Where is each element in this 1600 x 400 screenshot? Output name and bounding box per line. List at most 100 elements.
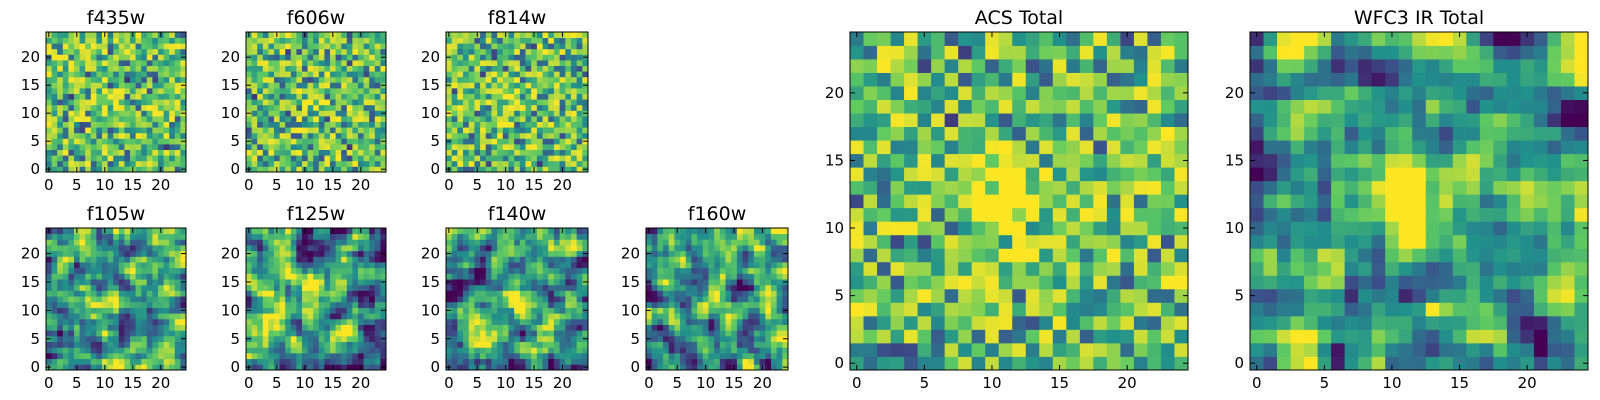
heatmap-cell: [531, 290, 538, 297]
heatmap-cell: [302, 88, 308, 94]
heatmap-cell: [753, 273, 760, 280]
heatmap-cell: [708, 324, 715, 331]
heatmap-cell: [380, 37, 387, 44]
heatmap-cell: [570, 88, 578, 94]
y-tick-label: 5: [230, 132, 240, 150]
heatmap-cell: [1106, 356, 1121, 371]
heatmap-cell: [74, 239, 80, 246]
heatmap-cell: [57, 32, 64, 38]
heatmap-cell: [548, 166, 555, 173]
heatmap-cell: [542, 104, 549, 111]
heatmap-cell: [519, 121, 526, 128]
heatmap-cell: [46, 296, 52, 303]
heatmap-cell: [163, 341, 170, 348]
heatmap-cell: [163, 313, 170, 320]
heatmap-cell: [542, 48, 549, 55]
heatmap-cell: [536, 93, 543, 100]
heatmap-cell: [68, 228, 75, 235]
heatmap-cell: [335, 296, 342, 303]
heatmap-cell: [352, 71, 359, 78]
heatmap-cell: [257, 341, 264, 348]
heatmap-cell: [576, 364, 583, 371]
heatmap-cell: [296, 313, 303, 320]
heatmap-cell: [651, 347, 658, 354]
heatmap-cell: [719, 228, 726, 235]
heatmap-cell: [971, 356, 986, 371]
heatmap-cell: [782, 318, 789, 325]
heatmap-cell: [285, 358, 292, 365]
heatmap-cell: [46, 104, 52, 111]
heatmap-cell: [457, 99, 464, 106]
heatmap-cell: [474, 43, 481, 50]
heatmap-cell: [782, 233, 789, 240]
heatmap-cell: [346, 279, 353, 286]
heatmap-cell: [346, 324, 353, 331]
heatmap-cell: [296, 82, 303, 89]
heatmap-cell: [74, 132, 80, 139]
heatmap-cell: [468, 233, 475, 240]
heatmap-cell: [736, 233, 743, 240]
heatmap-cell: [74, 341, 80, 348]
heatmap-cell: [508, 82, 515, 89]
heatmap-cell: [102, 144, 108, 150]
heatmap-cell: [374, 341, 381, 348]
heatmap-cell: [708, 262, 715, 269]
heatmap-cell: [79, 54, 86, 61]
heatmap-cell: [363, 228, 370, 235]
heatmap-cell: [51, 138, 58, 145]
heatmap-cell: [257, 160, 264, 167]
heatmap-cell: [79, 262, 86, 269]
heatmap-cell: [358, 155, 364, 162]
heatmap-cell: [251, 76, 258, 83]
heatmap-cell: [152, 262, 159, 269]
heatmap-cell: [141, 245, 148, 252]
heatmap-cell: [307, 239, 314, 246]
heatmap-cell: [559, 284, 566, 291]
heatmap-cell: [85, 233, 92, 240]
heatmap-cell: [262, 228, 269, 235]
heatmap-cell: [514, 166, 521, 173]
heatmap-cell: [369, 335, 376, 342]
heatmap-cell: [363, 267, 370, 274]
heatmap-cell: [246, 330, 252, 337]
heatmap-cell: [485, 76, 492, 83]
heatmap-cell: [553, 155, 560, 162]
heatmap-cell: [674, 239, 681, 246]
heatmap-cell: [313, 144, 320, 150]
heatmap-cell: [135, 104, 142, 111]
heatmap-cell: [130, 239, 136, 246]
heatmap-cell: [313, 352, 320, 360]
heatmap-cell: [102, 138, 108, 145]
heatmap-cell: [525, 110, 532, 117]
heatmap-cell: [90, 116, 97, 122]
heatmap-cell: [285, 82, 292, 89]
heatmap-cell: [474, 347, 481, 354]
heatmap-cell: [279, 296, 286, 303]
heatmap-cell: [904, 275, 918, 290]
heatmap-cell: [890, 315, 905, 330]
heatmap-cell: [330, 48, 336, 55]
heatmap-cell: [346, 93, 353, 100]
heatmap-cell: [491, 43, 498, 50]
heatmap-cell: [268, 155, 275, 162]
heatmap-cell: [124, 279, 131, 286]
heatmap-cell: [502, 48, 509, 55]
heatmap-cell: [646, 296, 653, 303]
heatmap-cell: [685, 290, 692, 297]
heatmap-cell: [457, 364, 464, 371]
heatmap-cell: [169, 144, 176, 150]
heatmap-cell: [697, 284, 704, 291]
x-tick-label: 15: [524, 176, 543, 194]
heatmap-cell: [169, 245, 176, 252]
heatmap-cell: [152, 71, 159, 78]
heatmap-cell: [313, 71, 320, 78]
heatmap-cell: [274, 245, 280, 252]
y-tick-label: 10: [221, 301, 240, 319]
heatmap-cell: [1093, 288, 1108, 303]
heatmap-cell: [51, 116, 58, 122]
heatmap-cell: [363, 93, 370, 100]
heatmap-cell: [685, 296, 692, 303]
heatmap-cell: [674, 324, 681, 331]
heatmap-cell: [274, 318, 280, 325]
heatmap-cell: [480, 358, 487, 365]
